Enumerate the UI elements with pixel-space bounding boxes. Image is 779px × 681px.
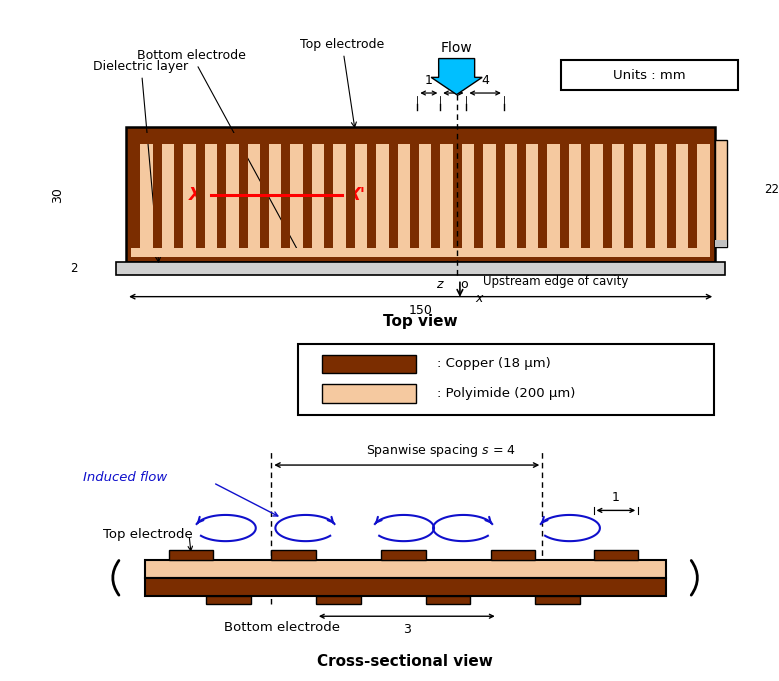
Bar [145,578,665,596]
Bar [346,144,354,248]
Bar [281,144,291,248]
FancyArrow shape [431,59,482,95]
Text: o: o [460,279,467,291]
Bar [145,560,665,578]
Bar [646,144,654,248]
Bar [168,550,213,560]
Bar [174,144,183,248]
Bar [322,384,416,403]
Bar [535,596,580,603]
Bar [238,144,248,248]
Bar [538,144,548,248]
FancyBboxPatch shape [562,60,738,90]
Text: Induced flow: Induced flow [83,471,167,484]
Text: Top electrode: Top electrode [300,37,384,127]
Bar [324,144,333,248]
Bar [715,140,727,247]
Bar [715,240,727,247]
Text: x: x [475,291,482,304]
Bar [116,262,725,274]
Bar [153,144,162,248]
Bar [453,144,462,248]
Bar [560,144,569,248]
Text: Spanwise spacing $s$ = 4: Spanwise spacing $s$ = 4 [366,442,516,459]
Text: Cross-sectional view: Cross-sectional view [317,654,493,669]
Text: 22: 22 [764,183,779,196]
Bar [271,550,316,560]
Bar [303,144,312,248]
Text: : Polyimide (200 μm): : Polyimide (200 μm) [438,387,576,400]
Text: Top view: Top view [383,314,458,329]
Text: 1: 1 [425,74,433,87]
Text: Bottom electrode: Bottom electrode [224,621,340,634]
Text: 30: 30 [51,187,64,203]
Bar [581,144,590,248]
Bar [316,596,361,603]
Text: Units : mm: Units : mm [613,69,686,82]
Text: 150: 150 [409,304,432,317]
Text: Bottom electrode: Bottom electrode [137,48,301,256]
Bar [603,144,612,248]
Bar [624,144,633,248]
Bar [667,144,676,248]
Text: 2: 2 [70,262,78,275]
Bar [381,550,425,560]
Bar [389,144,397,248]
Bar [594,550,638,560]
Text: X: X [189,186,202,204]
Bar [132,133,710,257]
FancyBboxPatch shape [298,344,714,415]
Bar [132,144,140,248]
Bar [495,144,505,248]
Text: Dielectric layer: Dielectric layer [93,59,189,262]
Bar [425,596,471,603]
Text: Upstream edge of cavity: Upstream edge of cavity [483,275,628,288]
Text: z: z [435,279,442,291]
Bar [132,248,710,257]
Bar [217,144,226,248]
Text: 4: 4 [481,74,489,87]
Bar [517,144,526,248]
Text: 3: 3 [403,622,411,635]
Bar [491,550,535,560]
Bar [322,355,416,373]
Bar [432,144,440,248]
Bar [410,144,419,248]
Bar [126,127,715,262]
Text: Flow: Flow [441,41,473,54]
Bar [367,144,376,248]
Bar [474,144,483,248]
Text: X': X' [347,186,365,204]
Bar [206,596,251,603]
Bar [260,144,269,248]
Text: Top electrode: Top electrode [104,528,193,541]
Text: 3: 3 [449,74,457,87]
Text: 1: 1 [612,491,620,504]
Bar [689,144,697,248]
Bar [132,133,710,144]
Bar [196,144,205,248]
Text: : Copper (18 μm): : Copper (18 μm) [438,358,552,370]
